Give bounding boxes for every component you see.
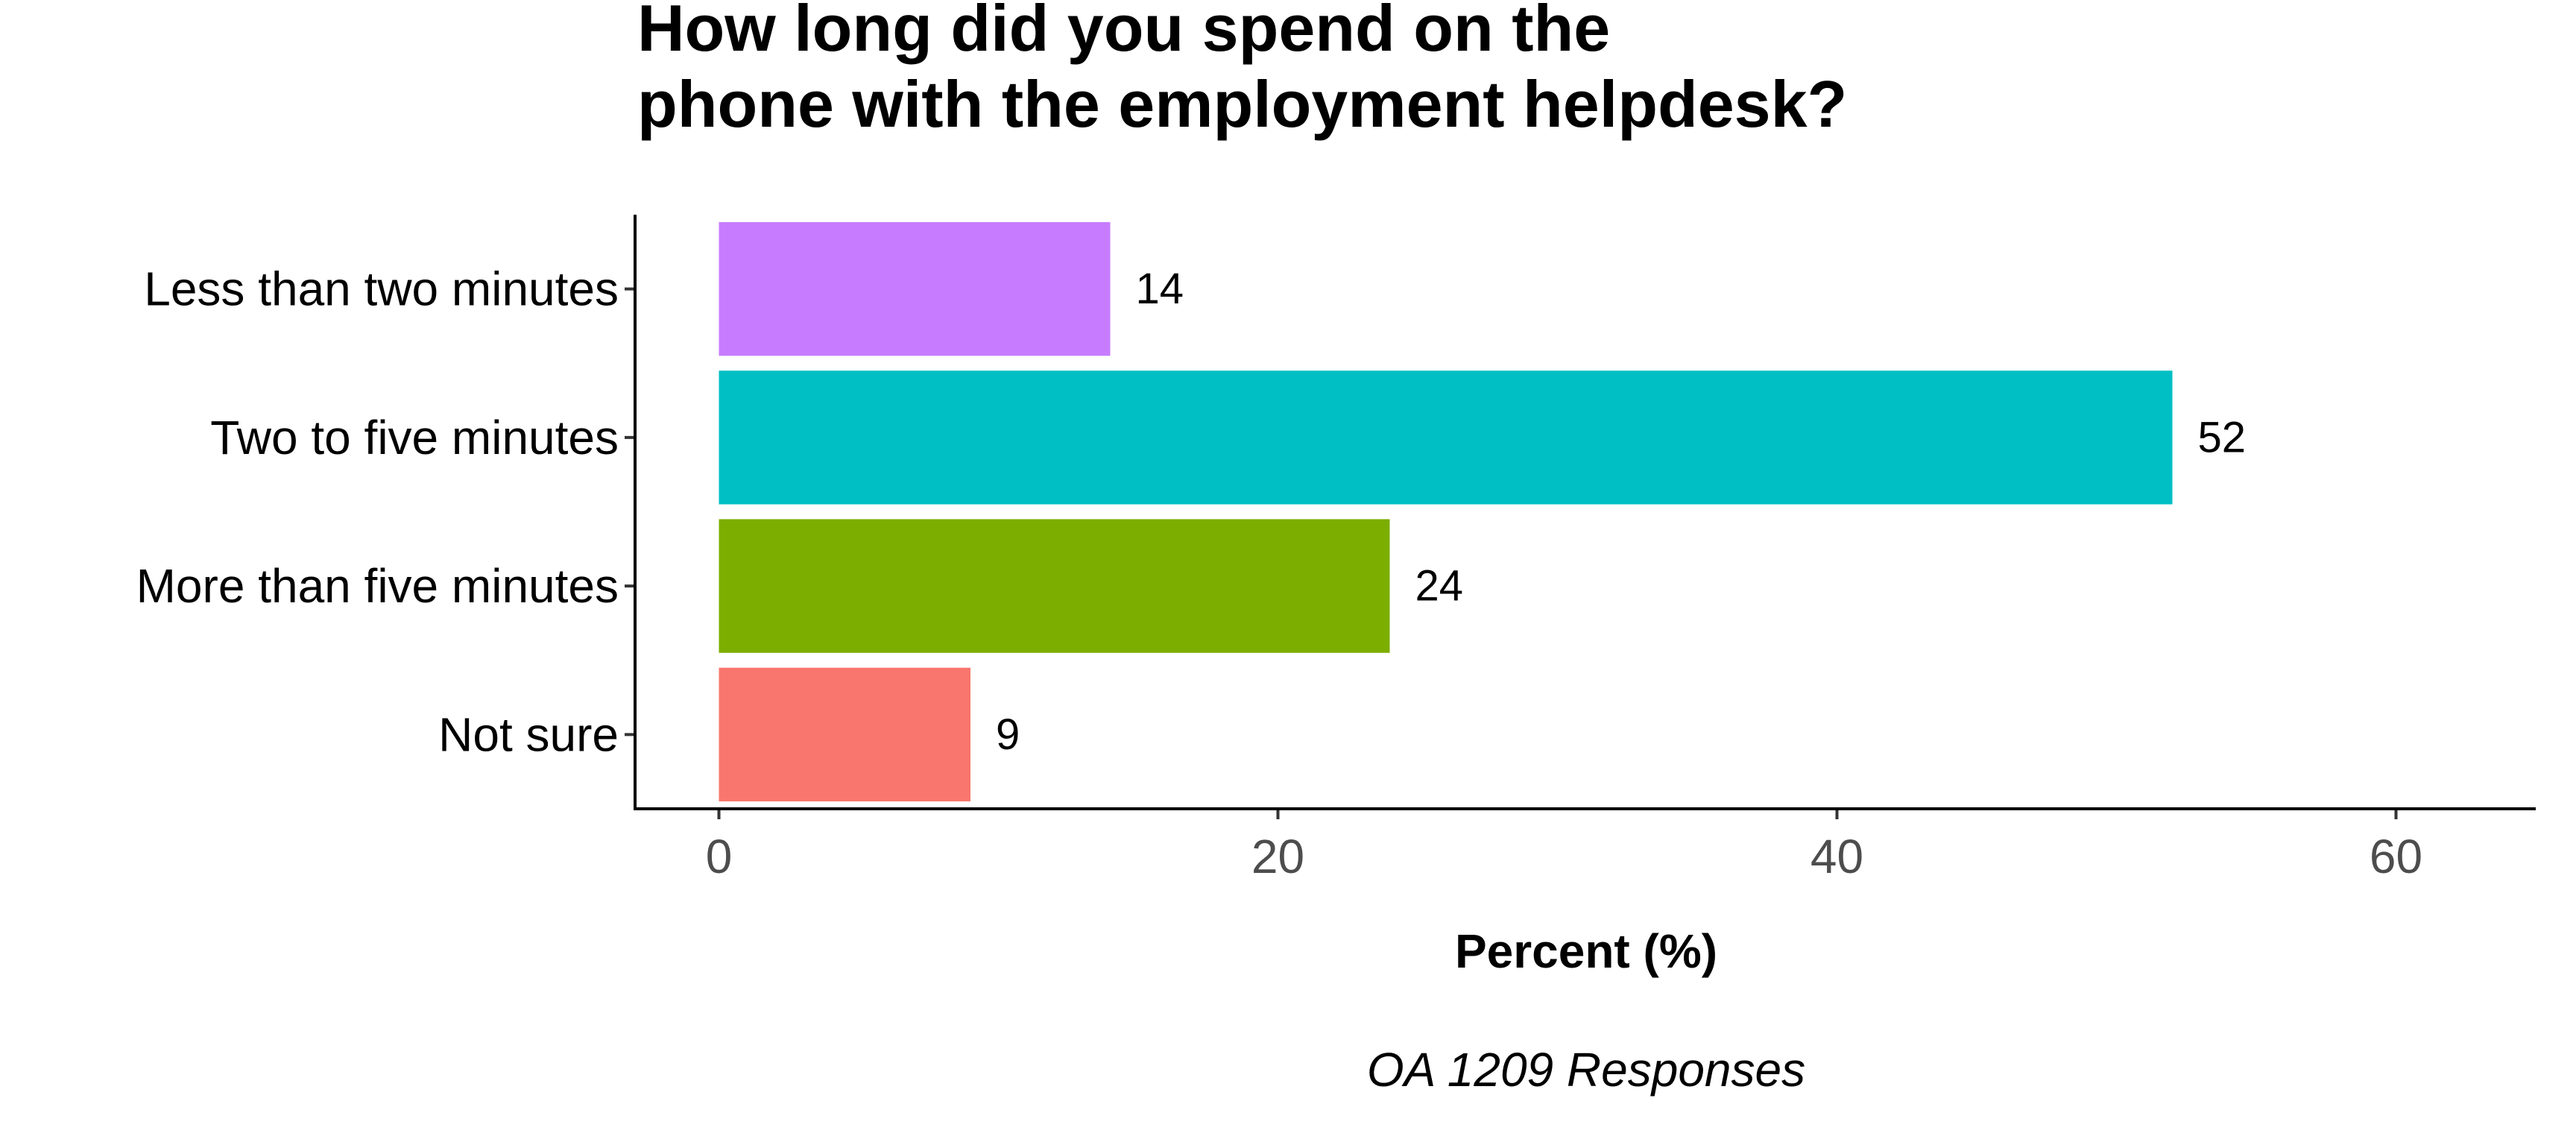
value-label-not-sure: 9: [996, 710, 1020, 759]
x-axis-ticks: 0 20 40 60: [625, 287, 2422, 883]
bar-not-sure: [719, 667, 970, 802]
bar-more-than-five-minutes: [719, 519, 1390, 653]
category-labels: Less than two minutes Two to five minutes…: [136, 262, 619, 762]
x-tick-label-60: 60: [2370, 830, 2422, 883]
x-axis-title: Percent (%): [1455, 924, 1717, 978]
chart-caption: OA 1209 Responses: [1367, 1043, 1805, 1097]
category-label-two-to-five-minutes: Two to five minutes: [210, 411, 619, 464]
category-label-more-than-five-minutes: More than five minutes: [136, 559, 619, 613]
x-tick-label-40: 40: [1811, 830, 1863, 883]
category-label-not-sure: Not sure: [438, 707, 619, 761]
value-label-more-than-five-minutes: 24: [1415, 562, 1464, 611]
chart-title-line-2: phone with the employment helpdesk?: [637, 67, 1847, 141]
x-tick-label-0: 0: [706, 830, 733, 883]
chart-title-line-1: How long did you spend on the: [637, 0, 1610, 65]
x-tick-label-20: 20: [1251, 830, 1304, 883]
value-label-less-than-two-minutes: 14: [1136, 265, 1184, 313]
value-label-two-to-five-minutes: 52: [2198, 413, 2247, 461]
value-labels: 14 52 24 9: [996, 265, 2246, 759]
bar-less-than-two-minutes: [719, 221, 1111, 356]
category-label-less-than-two-minutes: Less than two minutes: [144, 262, 619, 316]
bars-group: [719, 221, 2173, 802]
bar-two-to-five-minutes: [719, 370, 2173, 505]
